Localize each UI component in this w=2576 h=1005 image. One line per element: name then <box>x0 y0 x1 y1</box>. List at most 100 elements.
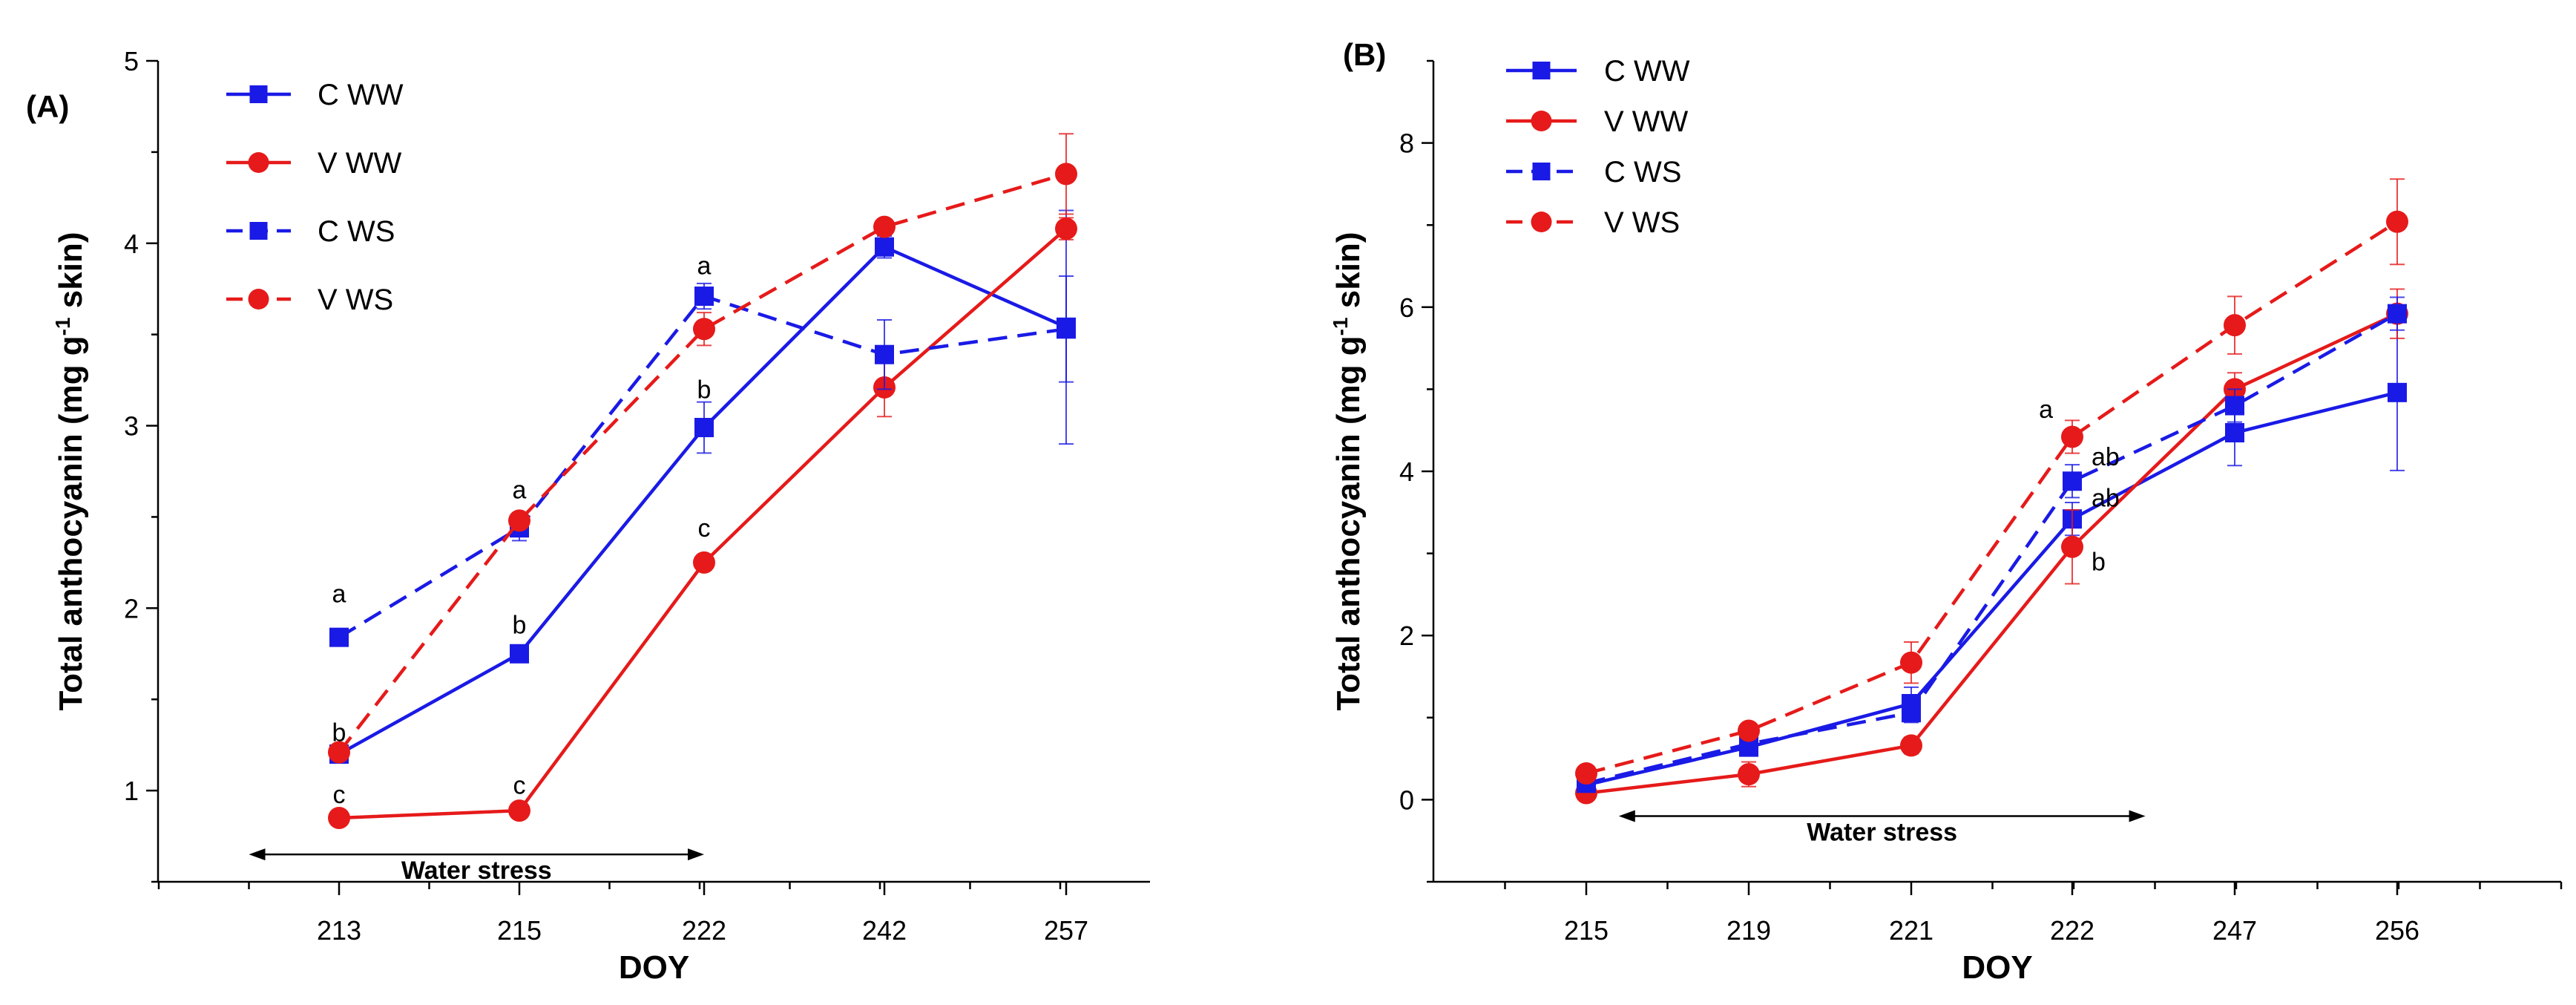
water-stress-arrow-right-head <box>688 848 704 861</box>
water-stress-label: Water stress <box>401 857 552 885</box>
y-axis-title: Total anthocyanin (mg g-1 skin) <box>1329 232 1367 710</box>
legend-marker <box>248 152 269 173</box>
x-axis-title: DOY <box>619 949 689 986</box>
significance-label: a <box>697 252 712 280</box>
data-point <box>2225 423 2244 443</box>
data-point <box>693 551 715 574</box>
data-point <box>508 509 530 532</box>
y-axis-title-unit: skin) <box>53 232 89 317</box>
y-tick-label: 2 <box>1399 621 1414 651</box>
data-point <box>2224 314 2246 337</box>
significance-label: a <box>2039 396 2053 424</box>
series-c-ww <box>1577 313 2407 795</box>
significance-label: a <box>513 477 527 505</box>
water-stress-label: Water stress <box>1807 819 1957 847</box>
x-tick-label: 213 <box>317 915 361 946</box>
data-point <box>2061 425 2083 448</box>
x-tick-label: 247 <box>2212 915 2257 946</box>
significance-label: c <box>698 514 711 543</box>
legend-label: C WW <box>318 79 404 111</box>
legend-label: V WS <box>318 284 393 316</box>
chart-panel-b: (B) 0 2 4 6 8 215 219 221 222 247 256 DOY Total antho… <box>1329 37 2563 986</box>
x-tick-label: 215 <box>1564 915 1609 946</box>
legend-label: V WS <box>1604 206 1680 239</box>
data-point <box>1902 703 1921 723</box>
x-tick-label: 256 <box>2375 915 2419 946</box>
data-point <box>1055 163 1077 186</box>
y-axis-title-superscript: -1 <box>51 317 74 335</box>
series-v-ws <box>328 133 1077 764</box>
y-tick-label: 1 <box>124 776 139 806</box>
legend-label: C WW <box>1604 55 1690 88</box>
y-tick-label: 4 <box>1399 456 1414 487</box>
significance-label: c <box>333 781 346 809</box>
y-axis-title-main: Total anthocyanin (mg g <box>1330 335 1367 710</box>
data-point <box>2388 304 2407 324</box>
data-point <box>694 287 714 307</box>
significance-label: ab <box>2092 484 2120 512</box>
data-point <box>329 627 349 647</box>
chart-panel-a: (A) 1 2 3 4 5 213 215 222 242 257 DOY Total anthocya… <box>26 46 1150 986</box>
y-axis-title-superscript: -1 <box>1329 317 1352 335</box>
series-line <box>1586 390 2398 787</box>
series-line <box>338 172 1067 753</box>
legend-marker <box>249 85 268 103</box>
data-point <box>328 741 350 764</box>
y-tick-label: 8 <box>1399 128 1414 159</box>
y-tick-label: 6 <box>1399 292 1414 323</box>
data-point <box>2386 210 2408 233</box>
data-point <box>2225 396 2244 416</box>
data-point <box>2388 382 2407 402</box>
series-c-ws <box>1577 296 2407 793</box>
data-point <box>2063 471 2082 491</box>
significance-label: b <box>2092 549 2106 577</box>
data-point <box>1575 762 1597 785</box>
data-point <box>1055 217 1077 240</box>
series-line <box>338 294 1067 639</box>
significance-label: ab <box>2092 443 2120 471</box>
series-v-ws <box>1575 178 2408 785</box>
data-point <box>1738 763 1760 786</box>
y-axis-title-main: Total anthocyanin (mg g <box>53 335 89 710</box>
x-tick-label: 221 <box>1889 915 1933 946</box>
x-axis-title: DOY <box>1962 949 2032 986</box>
legend-marker <box>1531 212 1552 232</box>
legend-label: V WW <box>1604 105 1689 138</box>
significance-label: b <box>513 611 527 639</box>
data-point <box>875 344 894 364</box>
data-point <box>510 644 529 664</box>
water-stress-arrow-left-head <box>249 848 266 861</box>
significance-label: b <box>697 376 712 404</box>
y-axis-title-unit: skin) <box>1330 232 1367 317</box>
data-point <box>693 318 715 341</box>
y-tick-label: 0 <box>1399 785 1414 815</box>
significance-label: a <box>332 580 346 609</box>
legend: C WW V WW C WS V WS <box>226 79 404 316</box>
data-point <box>328 806 350 829</box>
significance-label: b <box>332 718 346 747</box>
series-line <box>1586 312 2398 795</box>
legend-label: C WS <box>318 215 395 248</box>
data-point <box>1057 319 1076 339</box>
y-tick-label: 2 <box>124 593 139 623</box>
legend-marker <box>1532 62 1551 79</box>
y-tick-label: 5 <box>124 46 139 76</box>
y-tick-label: 3 <box>124 411 139 442</box>
significance-label: c <box>513 772 526 800</box>
y-tick-label: 4 <box>124 229 139 259</box>
x-tick-label: 219 <box>1726 915 1771 946</box>
x-tick-label: 257 <box>1044 915 1088 946</box>
legend-marker <box>1532 163 1551 180</box>
panel-label: (A) <box>26 89 69 124</box>
x-tick-label: 222 <box>682 915 726 946</box>
data-point <box>873 215 896 238</box>
water-stress-arrow-right-head <box>2129 810 2146 822</box>
panel-label: (B) <box>1343 37 1386 72</box>
data-point <box>2061 535 2083 558</box>
legend-label: V WW <box>318 147 402 180</box>
legend-label: C WS <box>1604 156 1681 189</box>
data-point <box>508 799 530 822</box>
legend-marker <box>249 222 268 240</box>
legend-marker <box>248 289 269 310</box>
